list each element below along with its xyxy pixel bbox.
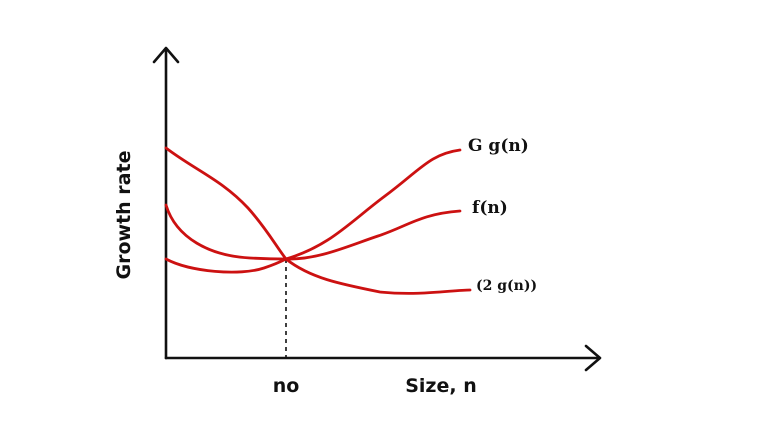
axes [152, 46, 602, 372]
lower-bound-curve [164, 146, 472, 295]
x-axis-arrowhead [584, 344, 602, 372]
y-axis-label: Growth rate [113, 151, 135, 280]
function-curve [164, 203, 462, 261]
lower-curve-label: (2 g(n)) [476, 278, 537, 294]
threshold-label: no [273, 375, 300, 397]
upper-bound-curve [164, 148, 462, 274]
x-axis-label: Size, n [405, 375, 477, 397]
curves [164, 146, 472, 295]
function-curve-label: f(n) [472, 198, 508, 218]
y-axis-arrowhead [152, 46, 180, 64]
upper-curve-label: G g(n) [468, 136, 529, 156]
